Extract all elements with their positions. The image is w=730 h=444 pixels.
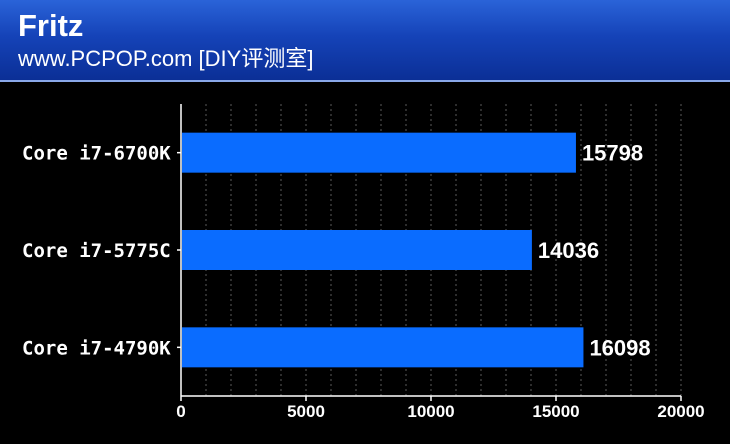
bar xyxy=(182,230,532,270)
x-tick-label: 20000 xyxy=(657,402,704,421)
data-label: 16098 xyxy=(589,335,650,360)
chart-title: Fritz xyxy=(18,8,84,43)
x-tick-label: 0 xyxy=(176,402,185,421)
x-tick-label: 5000 xyxy=(287,402,325,421)
x-tick-label: 15000 xyxy=(532,402,579,421)
bar xyxy=(182,132,576,173)
data-label: 15798 xyxy=(582,141,643,166)
chart-header: Fritz www.PCPOP.com [DIY评测室] xyxy=(0,0,730,82)
category-label: Core i7-6700K xyxy=(22,143,171,165)
category-label: Core i7-5775C xyxy=(22,240,171,262)
bar xyxy=(182,327,584,368)
chart-subtitle: www.PCPOP.com [DIY评测室] xyxy=(18,46,314,71)
x-tick-label: 10000 xyxy=(407,402,454,421)
data-label: 14036 xyxy=(538,238,599,263)
category-label: Core i7-4790K xyxy=(22,337,171,359)
